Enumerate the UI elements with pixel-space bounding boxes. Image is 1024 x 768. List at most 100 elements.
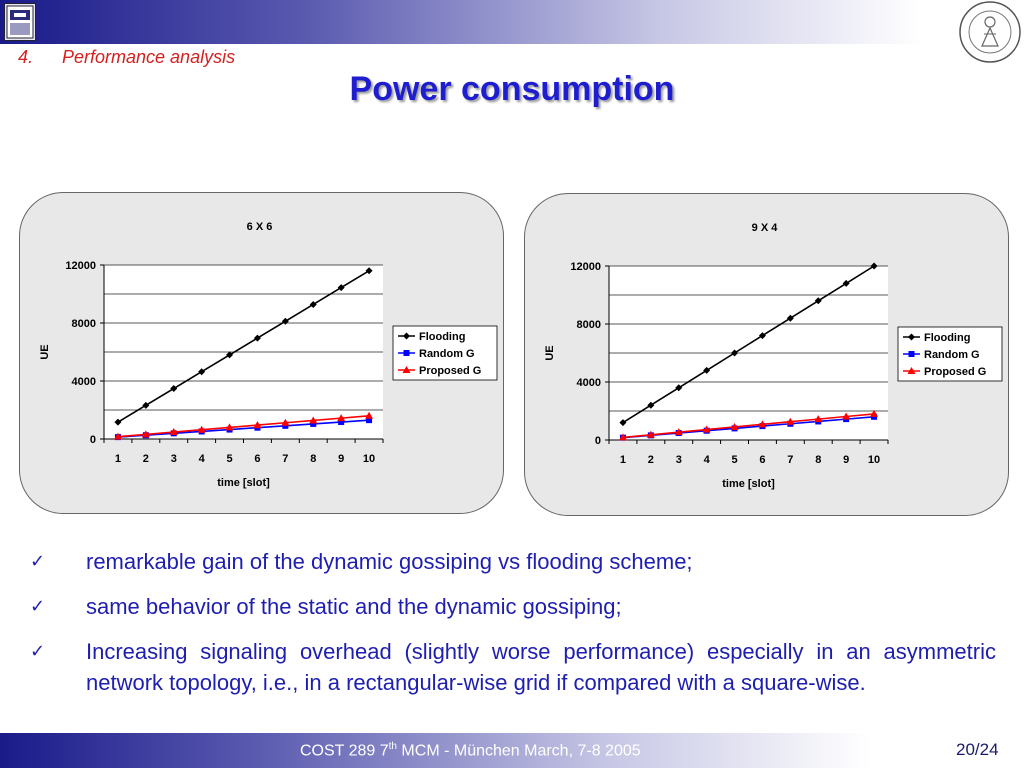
- data-point: [842, 412, 851, 420]
- x-tick-label: 7: [282, 453, 288, 465]
- data-point: [142, 401, 150, 409]
- cost-logo: [4, 3, 36, 41]
- checkmark-icon: ✓: [30, 551, 46, 572]
- x-tick-label: 4: [704, 454, 711, 466]
- x-tick-label: 10: [363, 453, 375, 465]
- footer-text: COST 289 7th MCM - München March, 7-8 20…: [300, 741, 641, 760]
- footer-text-part: COST 289 7: [300, 742, 389, 760]
- legend-label: Proposed G: [419, 365, 481, 377]
- x-tick-label: 6: [759, 454, 765, 466]
- data-point: [674, 428, 683, 436]
- x-tick-label: 5: [731, 454, 737, 466]
- section-title: Performance analysis: [62, 47, 236, 67]
- data-point: [814, 415, 823, 423]
- x-tick-label: 3: [171, 453, 177, 465]
- x-tick-label: 1: [620, 454, 626, 466]
- data-point: [842, 279, 850, 287]
- x-tick-label: 5: [226, 453, 232, 465]
- data-point: [226, 351, 234, 359]
- data-point: [618, 433, 627, 441]
- data-point: [114, 418, 122, 426]
- footer-text-sup: th: [388, 741, 397, 752]
- y-tick-label: 4000: [72, 376, 96, 388]
- legend-label: Random G: [419, 348, 475, 360]
- data-point: [366, 417, 373, 424]
- data-point: [702, 425, 711, 433]
- section-heading: 4. Performance analysis: [18, 47, 235, 68]
- data-point: [758, 332, 766, 340]
- data-point: [786, 314, 794, 322]
- x-tick-label: 4: [199, 453, 206, 465]
- page-number: 20/24: [956, 740, 999, 759]
- data-point: [870, 262, 878, 270]
- x-tick-label: 2: [648, 454, 654, 466]
- data-point: [337, 284, 345, 292]
- data-point: [169, 428, 178, 436]
- y-axis-label: UE: [544, 345, 556, 360]
- y-tick-label: 8000: [72, 318, 96, 330]
- x-tick-label: 9: [843, 454, 849, 466]
- checkmark-icon: ✓: [30, 641, 46, 662]
- bullet-text: same behavior of the static and the dyna…: [86, 594, 622, 619]
- series-line: [117, 415, 370, 438]
- series-proposed-g: [113, 411, 374, 440]
- data-point: [170, 385, 178, 393]
- x-tick-label: 7: [787, 454, 793, 466]
- chart-title: 6 X 6: [247, 221, 273, 233]
- bullet-item: ✓ remarkable gain of the dynamic gossipin…: [30, 546, 996, 577]
- data-point: [703, 366, 711, 374]
- x-axis-label: time [slot]: [722, 478, 775, 490]
- chart-title: 9 X 4: [752, 222, 779, 234]
- footer-text-part: MCM - München March, 7-8 2005: [396, 742, 641, 760]
- data-point: [403, 332, 410, 340]
- chart-panel-9x4: 0 4000 8000 12000 1 2 3 4 5 6 7 8 9 10 9 X 4 time [slot…: [524, 193, 1009, 516]
- line-chart-6x6: 0 4000 8000 12000 1 2 3 4 5 6 7 8 9 10 6 X 6 time [slot…: [39, 221, 498, 489]
- section-number: 4.: [18, 47, 34, 67]
- x-axis-label: time [slot]: [217, 477, 270, 489]
- x-tick-label: 10: [868, 454, 880, 466]
- data-point: [309, 300, 317, 308]
- slide-title: Power consumption: [349, 70, 675, 108]
- legend-label: Flooding: [419, 331, 465, 343]
- y-tick-label: 12000: [65, 260, 96, 272]
- data-point: [281, 317, 289, 325]
- bullet-list: ✓ remarkable gain of the dynamic gossipin…: [30, 546, 996, 712]
- checkmark-icon: ✓: [30, 596, 46, 617]
- series-flooding: [619, 262, 878, 427]
- data-point: [338, 419, 345, 426]
- data-point: [113, 432, 122, 440]
- series-line: [622, 413, 875, 439]
- data-point: [730, 422, 739, 430]
- data-point: [786, 417, 795, 425]
- data-point: [365, 267, 373, 275]
- series-line: [117, 419, 370, 438]
- data-point: [907, 367, 916, 374]
- data-point: [281, 418, 290, 426]
- x-tick-label: 8: [815, 454, 821, 466]
- y-tick-label: 0: [595, 435, 601, 447]
- legend-label: Flooding: [924, 332, 970, 344]
- legend-label: Random G: [924, 349, 980, 361]
- data-point: [282, 422, 289, 429]
- bullet-text: Increasing signaling overhead (slightly …: [86, 639, 996, 695]
- x-tick-label: 6: [254, 453, 260, 465]
- bullet-text: remarkable gain of the dynamic gossiping…: [86, 549, 693, 574]
- data-point: [908, 351, 915, 357]
- data-point: [337, 414, 346, 422]
- footer-bar: [0, 733, 1024, 768]
- data-point: [402, 366, 411, 373]
- data-point: [814, 297, 822, 305]
- y-tick-label: 4000: [577, 377, 601, 389]
- data-point: [731, 349, 739, 357]
- data-point: [253, 334, 261, 342]
- data-point: [197, 425, 206, 433]
- bullet-item: ✓ Increasing signaling overhead (slightly…: [30, 636, 996, 698]
- line-chart-9x4: 0 4000 8000 12000 1 2 3 4 5 6 7 8 9 10 9 X 4 time [slot…: [544, 222, 1003, 490]
- data-point: [198, 368, 206, 376]
- data-point: [675, 384, 683, 392]
- x-tick-label: 1: [115, 453, 121, 465]
- y-tick-label: 12000: [570, 261, 601, 273]
- university-seal-logo: [958, 0, 1022, 64]
- y-tick-label: 8000: [577, 319, 601, 331]
- data-point: [870, 409, 879, 417]
